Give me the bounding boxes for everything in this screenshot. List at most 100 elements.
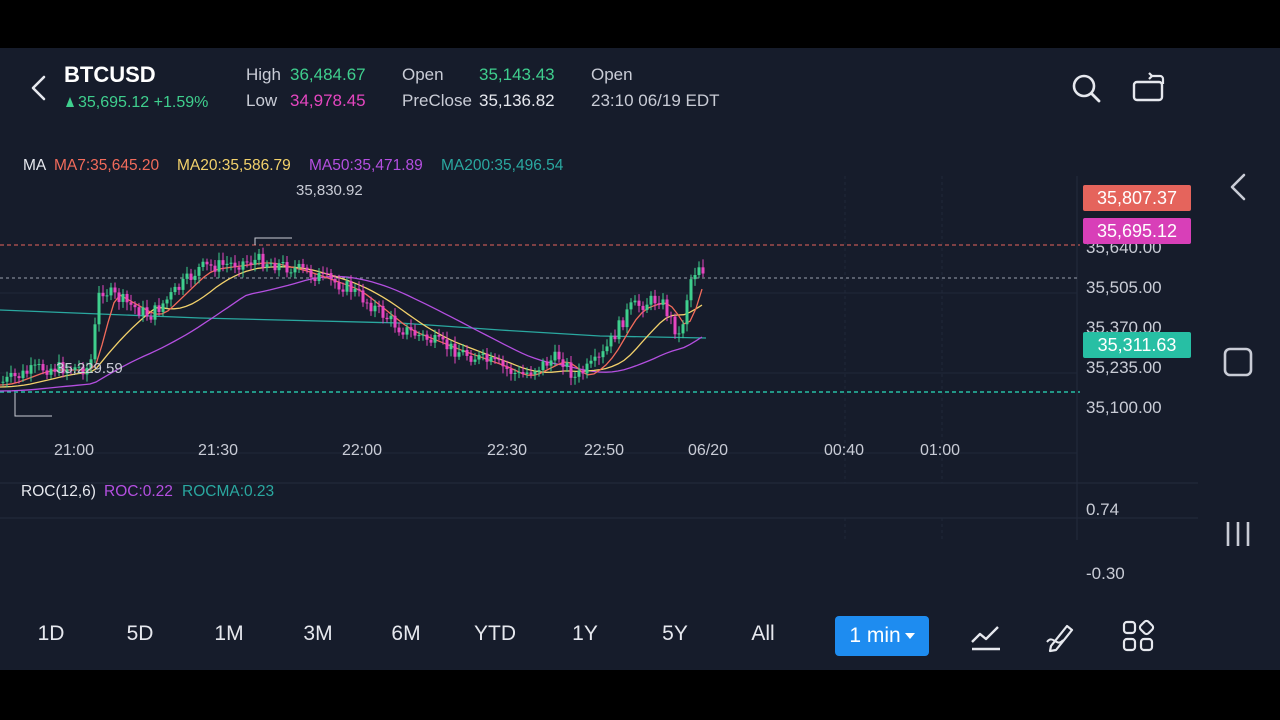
candle-body — [509, 368, 513, 374]
app-screen: BTCUSD 35,695.12 +1.59% High 36,484.67 L… — [0, 48, 1280, 670]
candle-body — [229, 262, 233, 264]
high-label: High — [246, 65, 281, 84]
candlesticks — [1, 247, 705, 388]
candle-body — [421, 334, 425, 336]
candle-body — [153, 305, 157, 320]
candle-body — [205, 261, 209, 265]
candle-body — [249, 262, 253, 265]
candle-body — [425, 334, 429, 340]
candle-body — [181, 278, 185, 290]
nav-back-icon[interactable] — [1224, 170, 1254, 204]
candle-body — [1, 381, 5, 383]
period-1m[interactable]: 1M — [214, 622, 244, 645]
nav-recent-apps-icon[interactable] — [1222, 518, 1254, 550]
candle-body — [301, 263, 305, 268]
candle-body — [29, 365, 33, 374]
candle-body — [353, 288, 357, 292]
candle-body — [701, 267, 705, 274]
candle-body — [241, 261, 245, 270]
period-1d[interactable]: 1D — [37, 622, 65, 645]
chart-type-icon[interactable] — [968, 618, 1004, 654]
symbol-title: BTCUSD — [64, 62, 156, 87]
candle-body — [641, 305, 645, 310]
candle-body — [357, 288, 361, 291]
candle-body — [133, 304, 137, 308]
roc-axis-top: 0.74 — [1086, 500, 1120, 519]
preclose-label: PreClose — [402, 91, 472, 110]
candle-body — [193, 275, 197, 280]
candle-body — [169, 292, 173, 300]
candle-body — [253, 259, 257, 265]
candle-body — [209, 264, 213, 266]
rotate-screen-icon[interactable] — [1130, 70, 1168, 106]
candle-body — [89, 359, 93, 368]
candle-body — [541, 361, 545, 371]
candle-body — [197, 266, 201, 276]
candle-body — [617, 320, 621, 340]
price-axis-label: 35,505.00 — [1086, 278, 1162, 297]
candle-body — [53, 368, 57, 372]
candle-body — [497, 359, 501, 361]
candle-body — [601, 351, 605, 358]
period-3m[interactable]: 3M — [303, 622, 333, 645]
time-axis-label: 00:40 — [824, 442, 865, 459]
candle-body — [221, 260, 225, 265]
candle-body — [369, 302, 373, 312]
candle-body — [505, 366, 509, 369]
candle-body — [85, 367, 89, 375]
candle-body — [533, 371, 537, 375]
candle-body — [397, 327, 401, 333]
time-axis-label: 21:00 — [54, 442, 95, 459]
ma-title: MA — [23, 157, 47, 174]
period-5d[interactable]: 5D — [126, 622, 154, 645]
candle-body — [201, 261, 205, 267]
market-status: Open — [591, 65, 633, 84]
candle-body — [473, 359, 477, 362]
search-icon[interactable] — [1068, 70, 1104, 106]
candle-body — [517, 372, 521, 374]
candle-body — [109, 287, 113, 296]
candle-body — [185, 273, 189, 279]
time-axis-label: 22:30 — [487, 442, 528, 459]
candle-body — [273, 263, 277, 271]
candle-body — [521, 372, 525, 374]
period-6m[interactable]: 6M — [391, 622, 421, 645]
candle-body — [9, 372, 13, 377]
period-all[interactable]: All — [751, 622, 775, 645]
indicators-icon[interactable] — [1120, 618, 1156, 654]
candle-body — [653, 295, 657, 304]
candle-body — [577, 370, 581, 377]
ma20-value: MA20:35,586.79 — [177, 157, 291, 174]
candle-body — [465, 350, 469, 356]
candle-body — [337, 282, 341, 290]
roc-value: ROC:0.22 — [104, 483, 173, 500]
candle-body — [297, 263, 301, 268]
back-icon[interactable] — [22, 70, 58, 106]
interval-selector[interactable]: 1 min — [835, 616, 929, 656]
candle-body — [305, 267, 309, 271]
candle-body — [485, 353, 489, 362]
candle-body — [525, 372, 529, 374]
candle-body — [537, 370, 541, 372]
candle-body — [333, 278, 337, 283]
candle-body — [129, 302, 133, 305]
max-leader — [254, 237, 292, 245]
candle-body — [105, 295, 109, 297]
draw-icon[interactable] — [1043, 618, 1079, 654]
period-ytd[interactable]: YTD — [474, 622, 516, 645]
price-chart[interactable] — [0, 128, 1200, 540]
last-price-tag: 35,695.12 — [1083, 218, 1191, 244]
period-1y[interactable]: 1Y — [572, 622, 598, 645]
nav-home-icon[interactable] — [1222, 346, 1254, 378]
candle-body — [281, 262, 285, 264]
candle-body — [401, 332, 405, 335]
time-axis-label: 22:00 — [342, 442, 383, 459]
price-axis-label: 35,100.00 — [1086, 398, 1162, 417]
candle-body — [565, 362, 569, 367]
candle-body — [449, 343, 453, 350]
candle-body — [77, 366, 81, 368]
candle-body — [361, 290, 365, 303]
candle-body — [117, 292, 121, 302]
candle-body — [149, 316, 153, 320]
period-5y[interactable]: 5Y — [662, 622, 688, 645]
